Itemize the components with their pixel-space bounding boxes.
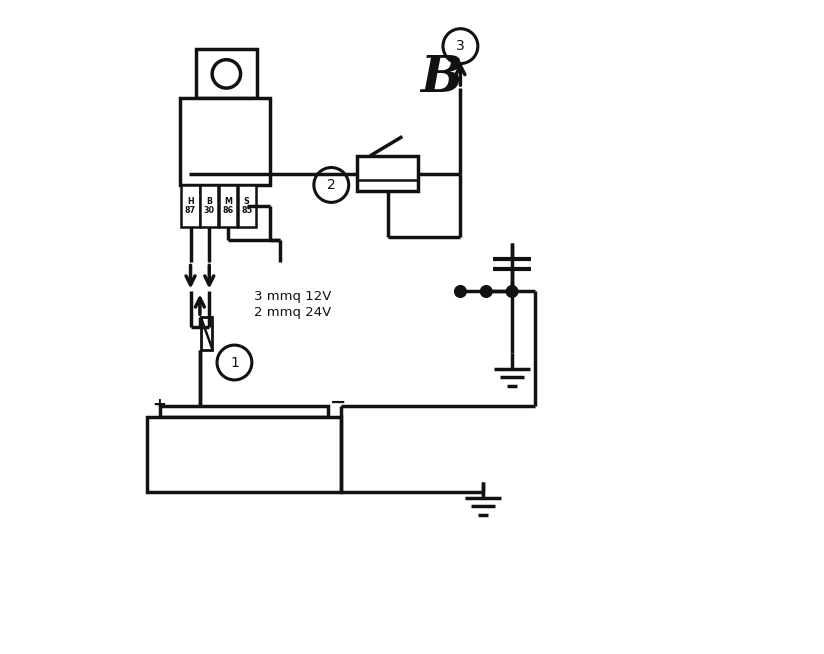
Circle shape (212, 60, 241, 88)
Text: B
30: B 30 (204, 197, 215, 215)
Text: B: B (420, 54, 462, 103)
Text: 1: 1 (230, 356, 239, 370)
Bar (181, 185, 199, 227)
Circle shape (506, 286, 518, 298)
Text: −: − (330, 393, 346, 412)
Bar (180, 98, 270, 185)
Circle shape (480, 286, 492, 298)
Bar (357, 156, 419, 192)
Circle shape (314, 167, 349, 202)
Circle shape (217, 345, 252, 380)
Text: 3 mmq 12V
2 mmq 24V: 3 mmq 12V 2 mmq 24V (254, 290, 331, 319)
Bar (200, 185, 218, 227)
Text: M
86: M 86 (222, 197, 233, 215)
Bar (237, 185, 255, 227)
Bar (160, 405, 328, 417)
Circle shape (455, 286, 466, 298)
Text: 2: 2 (327, 178, 335, 192)
Text: H
87: H 87 (185, 197, 196, 215)
Bar (196, 49, 257, 98)
Bar (219, 185, 237, 227)
Bar (147, 417, 341, 492)
Text: S
85: S 85 (241, 197, 252, 215)
Bar (201, 317, 213, 350)
Text: +: + (152, 396, 166, 413)
Circle shape (443, 29, 478, 63)
Text: 3: 3 (456, 39, 465, 53)
